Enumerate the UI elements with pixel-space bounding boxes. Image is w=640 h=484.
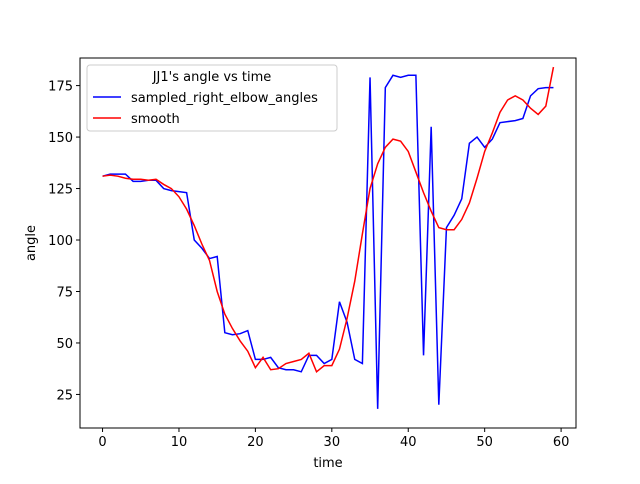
plot-frame [79, 57, 577, 429]
x-tick-label: 50 [476, 435, 493, 450]
legend-label: sampled_right_elbow_angles [131, 91, 318, 106]
x-tick-label: 40 [400, 435, 417, 450]
legend-label: smooth [131, 112, 180, 127]
x-tick-label: 60 [553, 435, 570, 450]
y-tick-label: 125 [48, 183, 73, 198]
series-line [102, 66, 555, 374]
y-tick-label: 100 [48, 234, 73, 249]
x-axis-label: time [313, 456, 342, 471]
x-tick-label: 30 [324, 435, 341, 450]
x-tick-label: 10 [171, 435, 188, 450]
y-axis-label: angle [24, 225, 39, 261]
y-tick-label: 25 [56, 388, 73, 403]
y-tick-label: 150 [48, 131, 73, 146]
x-tick-label: 20 [247, 435, 264, 450]
legend-title: JJ1's angle vs time [152, 70, 272, 85]
x-tick-label: 0 [98, 435, 106, 450]
y-tick-label: 75 [56, 285, 73, 300]
y-tick-label: 50 [56, 337, 73, 352]
y-tick-label: 175 [48, 80, 73, 95]
series-line [102, 74, 554, 409]
legend-box [86, 64, 338, 132]
